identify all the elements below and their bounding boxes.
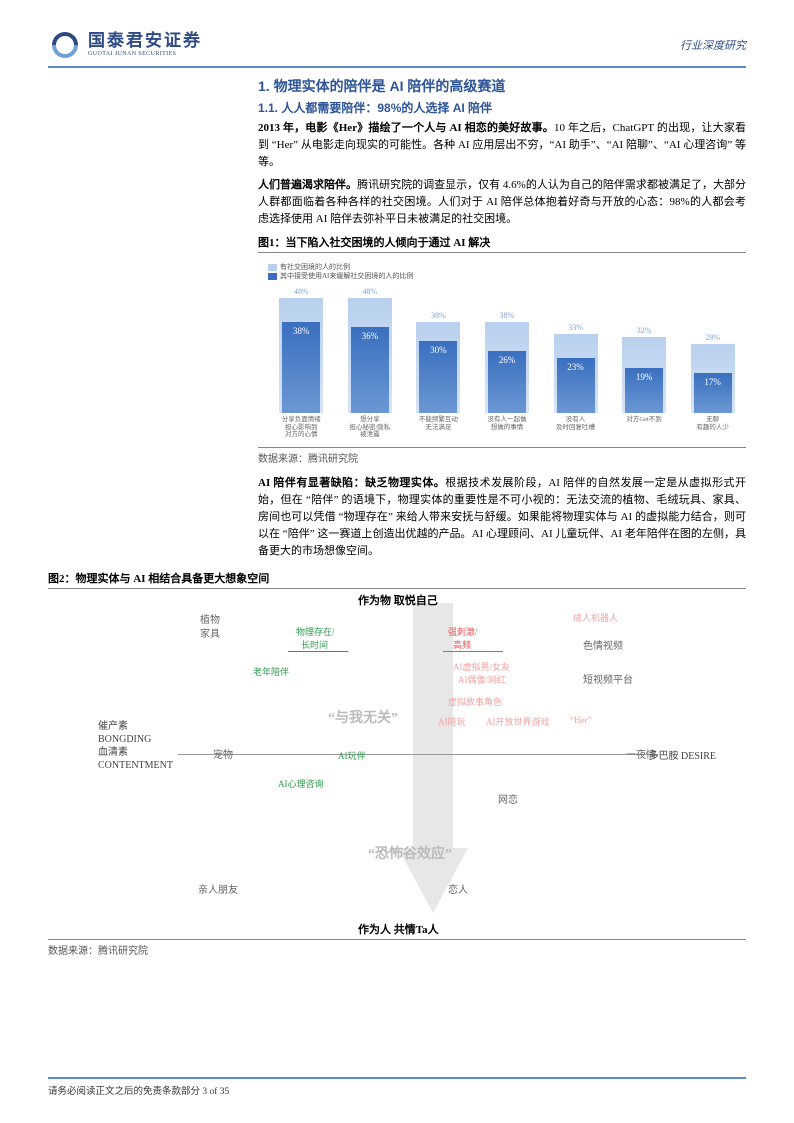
quad-item: AI偶像/网红	[458, 673, 506, 686]
axis-top-label: 作为物 取悦自己	[358, 592, 438, 608]
bar-group: 48% 38%	[276, 283, 326, 413]
legend-label-back: 有社交困境的人的比例	[280, 263, 350, 271]
bar-group: 48% 36%	[345, 283, 395, 413]
bar-group: 29% 17%	[688, 283, 738, 413]
figure2-chart: 作为物 取悦自己 作为人 共情Ta人 催产素 BONGDING 血清素 CONT…	[48, 595, 746, 935]
bar-front-value: 38%	[282, 326, 320, 336]
quad-item: 家具	[200, 625, 220, 640]
p2-lead: 人们普遍渴求陪伴。	[258, 179, 357, 191]
axis-left-marker: 宠物	[213, 746, 233, 761]
axis-right-marker: 一夜情	[626, 746, 656, 761]
quadrant-bottom-label: “恐怖谷效应”	[368, 843, 452, 863]
bar-category: 没有人一起做想做的事情	[482, 413, 532, 438]
quad-item: 物理存在/	[296, 625, 335, 638]
bar-category: 对方Get不到	[619, 413, 669, 438]
heading-1: 1. 物理实体的陪伴是 AI 陪伴的高级赛道	[258, 76, 746, 96]
footer-page-number: 3 of 35	[202, 1087, 229, 1097]
header-category: 行业深度研究	[680, 37, 746, 53]
company-logo: 国泰君安证券 GUOTAI JUNAN SECURITIES	[48, 30, 202, 60]
quad-item: 成人机器人	[573, 611, 618, 624]
quad-item: 虚拟故事角色	[448, 695, 502, 708]
bar-front: 30%	[419, 341, 457, 413]
footer-disclaimer: 请务必阅读正文之后的免责条款部分	[48, 1087, 200, 1097]
bar-group: 32% 19%	[619, 283, 669, 413]
bar-front: 26%	[488, 351, 526, 413]
bar-front-value: 36%	[351, 331, 389, 341]
figure1-legend: 有社交困境的人的比例 其中接受使用AI来缓解社交困境的人的比例	[268, 263, 746, 281]
figure2-source: 数据来源：腾讯研究院	[48, 939, 746, 957]
axis-right-label: 多巴胺 DESIRE	[649, 747, 717, 762]
quadrant-center-label: “与我无关”	[328, 707, 398, 727]
bar-back-value: 48%	[276, 287, 326, 296]
p3-lead: AI 陪伴有显著缺陷：缺乏物理实体。	[258, 477, 445, 489]
p1-lead: 2013 年，电影《Her》描绘了一个人与 AI 相恋的美好故事。	[258, 122, 554, 134]
bar-back-value: 38%	[413, 311, 463, 320]
quad-item: AI陪玩	[438, 715, 466, 728]
quad-item: AI玩伴	[338, 749, 366, 762]
bar-category: 无聊有趣的人少	[688, 413, 738, 438]
bar-category: 没有人及时回复吐槽	[551, 413, 601, 438]
legend-label-front: 其中接受使用AI来缓解社交困境的人的比例	[280, 272, 413, 280]
page-header: 国泰君安证券 GUOTAI JUNAN SECURITIES 行业深度研究	[48, 30, 746, 68]
bar-back-value: 32%	[619, 326, 669, 335]
heading-2: 1.1. 人人都需要陪伴：98%的人选择 AI 陪伴	[258, 99, 746, 116]
figure1-title: 图1：当下陷入社交困境的人倾向于通过 AI 解决	[258, 234, 746, 253]
figure2-title: 图2：物理实体与 AI 相结合具备更大想象空间	[48, 570, 746, 589]
bar-group: 33% 23%	[551, 283, 601, 413]
axis-left-label: 催产素 BONGDING 血清素 CONTENTMENT	[98, 720, 173, 772]
quad-item: 长时间	[301, 638, 328, 651]
logo-mark-icon	[48, 30, 82, 60]
bar-back-value: 38%	[482, 311, 532, 320]
paragraph-1: 2013 年，电影《Her》描绘了一个人与 AI 相恋的美好故事。10 年之后，…	[258, 120, 746, 171]
bar-category: 分享负面情绪担心影响到对方的心情	[276, 413, 326, 438]
bar-group: 38% 26%	[482, 283, 532, 413]
quad-item: 色情视频	[583, 637, 623, 652]
bar-front: 38%	[282, 322, 320, 413]
logo-text-cn: 国泰君安证券	[88, 32, 202, 51]
bar-front: 23%	[557, 358, 595, 413]
bar-front-value: 26%	[488, 355, 526, 365]
quad-item: 亲人朋友	[198, 881, 238, 896]
figure1-source: 数据来源：腾讯研究院	[258, 447, 746, 465]
bar-back-value: 33%	[551, 323, 601, 332]
axis-bottom-label: 作为人 共情Ta人	[358, 921, 439, 937]
bar-front-value: 30%	[419, 345, 457, 355]
bar-front: 36%	[351, 327, 389, 413]
paragraph-2: 人们普遍渴求陪伴。腾讯研究院的调查显示，仅有 4.6%的人认为自己的陪伴需求都被…	[258, 177, 746, 228]
quad-item: AI虚拟男/女友	[453, 660, 510, 673]
bar-front: 17%	[694, 373, 732, 414]
quad-item: 强刺激/	[448, 625, 478, 638]
quad-item: 网恋	[498, 791, 518, 806]
bar-category: 想分享担心秘密/隐私被泄露	[345, 413, 395, 438]
quad-item: 老年陪伴	[253, 665, 289, 678]
quad-item: AI心理咨询	[278, 777, 324, 790]
horizontal-axis	[178, 754, 658, 755]
body-column: 1. 物理实体的陪伴是 AI 陪伴的高级赛道 1.1. 人人都需要陪伴：98%的…	[258, 76, 746, 560]
legend-swatch-front	[268, 273, 277, 280]
page-footer: 请务必阅读正文之后的免责条款部分 3 of 35	[48, 1077, 746, 1097]
quad-item: AI开放世界游戏	[486, 715, 550, 728]
green-underline	[288, 651, 348, 652]
bar-back-value: 29%	[688, 333, 738, 342]
bar-front-value: 19%	[625, 372, 663, 382]
red-underline	[443, 651, 503, 652]
bar-category: 不能频繁互动无法满足	[413, 413, 463, 438]
bar-front-value: 17%	[694, 377, 732, 387]
legend-swatch-back	[268, 264, 277, 271]
quad-item: 植物	[200, 611, 220, 626]
quad-item: “Her”	[570, 715, 591, 725]
figure1-chart: 有社交困境的人的比例 其中接受使用AI来缓解社交困境的人的比例 48%38%48…	[258, 259, 746, 443]
bar-group: 38% 30%	[413, 283, 463, 413]
paragraph-3: AI 陪伴有显著缺陷：缺乏物理实体。根据技术发展阶段，AI 陪伴的自然发展一定是…	[258, 475, 746, 560]
quad-item: 恋人	[448, 881, 468, 896]
bar-front-value: 23%	[557, 362, 595, 372]
bar-front: 19%	[625, 368, 663, 414]
logo-text-en: GUOTAI JUNAN SECURITIES	[88, 51, 202, 58]
quad-item: 短视频平台	[583, 671, 633, 686]
bar-back-value: 48%	[345, 287, 395, 296]
quad-item: 高频	[453, 638, 471, 651]
